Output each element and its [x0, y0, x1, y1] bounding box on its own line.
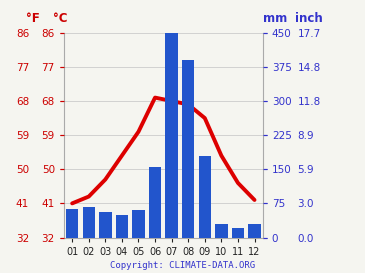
Bar	[82, 207, 95, 238]
Bar	[215, 224, 227, 238]
Text: mm: mm	[264, 11, 288, 25]
Bar	[248, 224, 261, 238]
Text: Copyright: CLIMATE-DATA.ORG: Copyright: CLIMATE-DATA.ORG	[110, 261, 255, 270]
Bar	[99, 212, 112, 238]
Bar	[132, 210, 145, 238]
Bar	[116, 215, 128, 238]
Bar	[149, 167, 161, 238]
Bar	[66, 209, 78, 238]
Text: °C: °C	[53, 11, 68, 25]
Bar	[182, 60, 195, 238]
Text: inch: inch	[295, 11, 322, 25]
Bar	[232, 229, 244, 238]
Bar	[165, 33, 178, 238]
Text: °F: °F	[26, 11, 40, 25]
Bar	[199, 156, 211, 238]
